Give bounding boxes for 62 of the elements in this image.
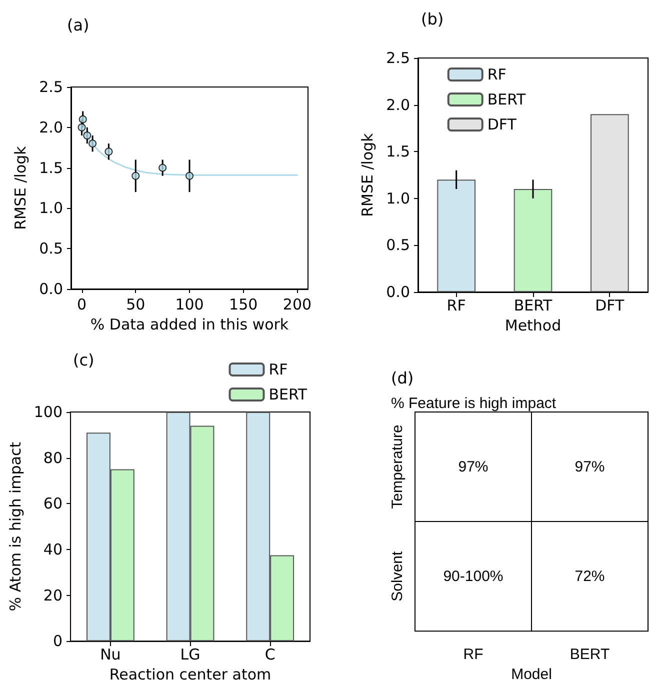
y-tick-label: Temperature bbox=[389, 424, 406, 509]
x-axis-title: Method bbox=[504, 316, 562, 334]
text: 97% bbox=[458, 458, 488, 476]
x-tick-label: 0 bbox=[77, 296, 87, 314]
x-axis-title: Reaction center atom bbox=[109, 666, 272, 684]
y-tick-label: 1.5 bbox=[386, 142, 410, 161]
chart-title: (b) bbox=[421, 10, 444, 28]
legend-label: RF bbox=[268, 360, 288, 378]
x-tick-label: Nu bbox=[100, 646, 121, 664]
x-tick-label: 50 bbox=[126, 296, 146, 314]
y-tick-label: 1.0 bbox=[386, 189, 410, 208]
x-tick-label: DFT bbox=[595, 296, 626, 314]
y-tick-label: 0.0 bbox=[386, 283, 410, 301]
y-axis-title: RMSE /logk bbox=[358, 132, 377, 217]
y-tick-label: 0 bbox=[52, 632, 63, 650]
y-tick-label: 100 bbox=[34, 403, 63, 421]
point bbox=[88, 140, 97, 148]
point bbox=[78, 115, 87, 124]
point bbox=[186, 172, 194, 180]
y-tick-label: 1.0 bbox=[39, 199, 63, 218]
point bbox=[83, 131, 92, 140]
y-tick-label: 80 bbox=[43, 448, 63, 467]
legend-label: DFT bbox=[487, 116, 518, 134]
point bbox=[132, 172, 140, 180]
x-tick-label: BERT bbox=[514, 296, 553, 314]
y-tick-label: 0.0 bbox=[39, 280, 63, 298]
x-tick-label: 150 bbox=[229, 296, 258, 314]
chart-title: (a) bbox=[67, 16, 90, 34]
x-tick-label: BERT bbox=[570, 646, 610, 664]
point bbox=[104, 148, 113, 156]
text: 97% bbox=[574, 458, 605, 476]
y-tick-label: Solvent bbox=[389, 550, 406, 602]
y-axis-title: RMSE /logk bbox=[12, 146, 30, 230]
y-tick-label: 40 bbox=[43, 540, 63, 558]
text: 90-100% bbox=[443, 568, 504, 585]
x-tick-label: RF bbox=[463, 646, 484, 664]
y-tick-label: 2.0 bbox=[386, 96, 410, 114]
point bbox=[78, 123, 86, 132]
text: 72% bbox=[574, 568, 605, 585]
x-axis-title: Model bbox=[511, 666, 552, 683]
x-tick-label: LG bbox=[180, 646, 200, 664]
legend-label: RF bbox=[487, 66, 506, 84]
y-tick-label: 0.5 bbox=[386, 236, 410, 254]
y-tick-label: 2.5 bbox=[39, 78, 63, 96]
y-tick-label: 20 bbox=[43, 586, 63, 604]
x-tick-label: 100 bbox=[175, 296, 204, 314]
y-tick-label: 60 bbox=[43, 494, 63, 513]
chart-title: (c) bbox=[73, 350, 94, 370]
x-tick-label: 200 bbox=[282, 296, 312, 314]
y-tick-label: 2.5 bbox=[386, 49, 410, 67]
y-tick-label: 1.5 bbox=[39, 158, 63, 177]
x-tick-label: RF bbox=[446, 296, 466, 314]
x-axis-title: % Data added in this work bbox=[90, 315, 289, 334]
y-axis-title: % Atom is high impact bbox=[6, 442, 24, 612]
point bbox=[158, 164, 167, 172]
y-tick-label: 2.0 bbox=[39, 118, 63, 136]
legend-label: BERT bbox=[487, 90, 526, 108]
chart-title: (d) bbox=[391, 368, 414, 388]
y-tick-label: 0.5 bbox=[39, 240, 63, 258]
chart-subtitle: % Feature is high impact bbox=[391, 395, 557, 412]
legend-label: BERT bbox=[268, 386, 308, 404]
x-tick-label: C bbox=[264, 646, 276, 664]
